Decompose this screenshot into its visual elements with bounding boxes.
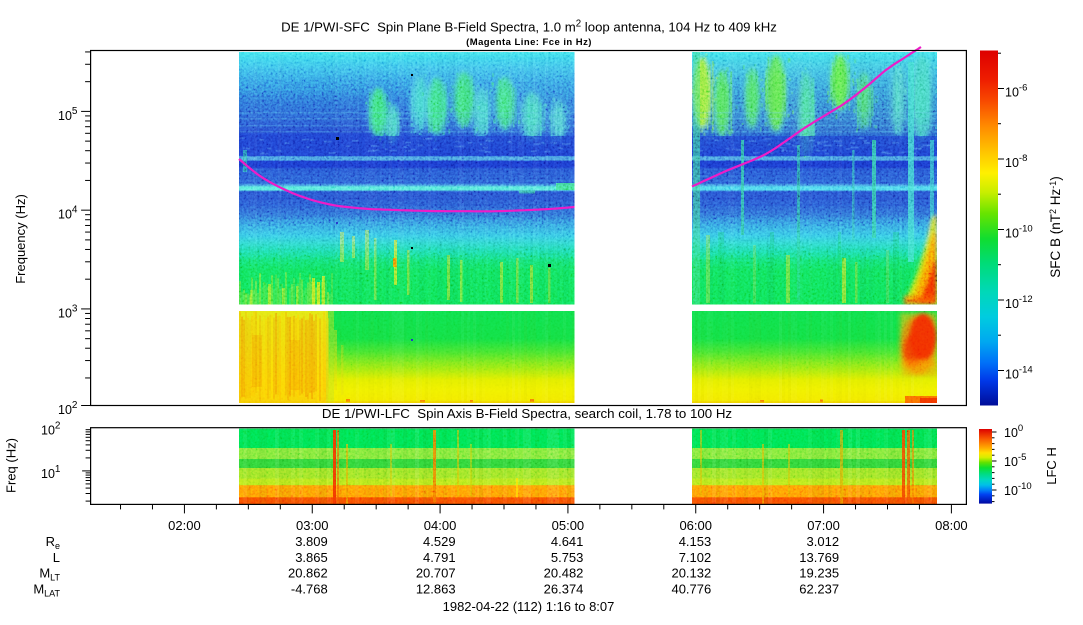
svg-text:12.863: 12.863 <box>416 582 456 597</box>
svg-text:SFC B (nT2 Hz-1): SFC B (nT2 Hz-1) <box>1048 176 1063 278</box>
svg-text:07:00: 07:00 <box>807 518 840 533</box>
svg-text:13.769: 13.769 <box>799 550 839 565</box>
svg-text:06:00: 06:00 <box>679 518 712 533</box>
svg-text:08:00: 08:00 <box>935 518 968 533</box>
svg-text:LFC H: LFC H <box>1044 447 1059 485</box>
svg-text:5.753: 5.753 <box>551 550 584 565</box>
svg-text:7.102: 7.102 <box>679 550 712 565</box>
svg-text:19.235: 19.235 <box>799 566 839 581</box>
svg-text:26.374: 26.374 <box>544 582 584 597</box>
svg-text:02:00: 02:00 <box>168 518 201 533</box>
svg-text:04:00: 04:00 <box>424 518 457 533</box>
svg-text:3.809: 3.809 <box>295 534 328 549</box>
svg-text:1982-04-22 (112) 1:16 to 8:07: 1982-04-22 (112) 1:16 to 8:07 <box>443 599 615 614</box>
svg-text:L: L <box>53 550 60 565</box>
svg-text:DE 1/PWI-LFC Spin Axis B-Fiel: DE 1/PWI-LFC Spin Axis B-Field Spectra, … <box>322 406 732 421</box>
svg-text:05:00: 05:00 <box>552 518 585 533</box>
svg-text:-4.768: -4.768 <box>291 582 328 597</box>
svg-text:Freq (Hz): Freq (Hz) <box>4 438 19 493</box>
svg-text:4.791: 4.791 <box>423 550 456 565</box>
svg-text:3.865: 3.865 <box>295 550 328 565</box>
svg-text:20.707: 20.707 <box>416 566 456 581</box>
svg-text:4.153: 4.153 <box>679 534 712 549</box>
svg-text:03:00: 03:00 <box>296 518 329 533</box>
svg-text:4.641: 4.641 <box>551 534 584 549</box>
svg-text:20.862: 20.862 <box>288 566 328 581</box>
svg-text:4.529: 4.529 <box>423 534 456 549</box>
svg-text:DE 1/PWI-SFC Spin Plane B-Fie: DE 1/PWI-SFC Spin Plane B-Field Spectra,… <box>281 19 777 35</box>
svg-text:20.482: 20.482 <box>544 566 584 581</box>
svg-text:40.776: 40.776 <box>671 582 711 597</box>
svg-text:62.237: 62.237 <box>799 582 839 597</box>
svg-text:20.132: 20.132 <box>671 566 711 581</box>
svg-text:(Magenta Line: Fce in Hz): (Magenta Line: Fce in Hz) <box>466 37 592 48</box>
svg-text:Frequency (Hz): Frequency (Hz) <box>13 194 28 284</box>
svg-text:3.012: 3.012 <box>807 534 840 549</box>
